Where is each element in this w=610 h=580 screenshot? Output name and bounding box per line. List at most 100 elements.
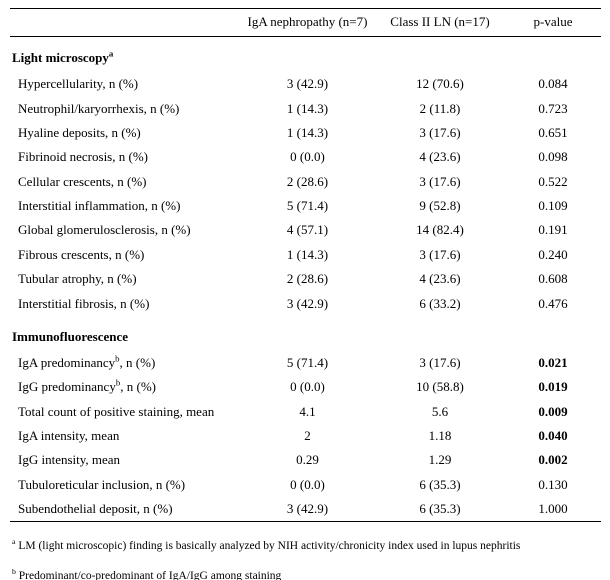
row-label: Tubular atrophy, n (%): [18, 271, 137, 287]
table-header: IgA nephropathy (n=7) Class II LN (n=17)…: [10, 9, 601, 37]
ln-value: 6 (35.3): [419, 501, 461, 517]
row-label: Interstitial fibrosis, n (%): [18, 295, 150, 311]
p-value: 0.191: [538, 222, 568, 238]
iga-value: 5 (71.4): [286, 354, 329, 370]
table-row: IgA intensity, mean 2 1.18 0.040: [10, 424, 601, 448]
row-label: Interstitial inflammation, n (%): [18, 198, 181, 214]
p-value: 0.476: [538, 295, 568, 311]
table-row: Neutrophil/karyorrhexis, n (%) 1 (14.3) 2 …: [10, 96, 601, 120]
footnote-a: a LM (light microscopic) finding is basi…: [12, 537, 601, 553]
ln-value: 6 (33.2): [419, 295, 461, 311]
section-title: Light microscopya: [12, 48, 114, 65]
section-header-row: Light microscopya: [10, 37, 601, 73]
table-row: IgG predominancyb, n (%) 0 (0.0) 10 (58.8)…: [10, 375, 601, 399]
iga-value: 0 (0.0): [290, 379, 325, 395]
footnote-a-marker: a: [12, 537, 16, 547]
iga-value: 5 (71.4): [286, 198, 329, 214]
table-row: IgA predominancyb, n (%) 5 (71.4) 3 (17.6)…: [10, 351, 601, 375]
row-label: Hypercellularity, n (%): [18, 76, 139, 92]
column-header-iga: IgA nephropathy (n=7): [247, 14, 368, 29]
ln-value: 3 (17.6): [419, 173, 461, 189]
ln-value: 10 (58.8): [416, 379, 464, 395]
ln-value: 5.6: [431, 403, 449, 419]
ln-value: 6 (35.3): [419, 476, 461, 492]
row-label: Subendothelial deposit, n (%): [18, 501, 173, 517]
p-value: 0.723: [538, 100, 568, 116]
column-header-ln: Class II LN (n=17): [390, 14, 490, 29]
iga-value: 2 (28.6): [286, 173, 329, 189]
ln-value: 1.29: [428, 452, 452, 468]
row-label: Fibrous crescents, n (%): [18, 246, 145, 262]
table-row: Fibrous crescents, n (%) 1 (14.3) 3 (17.6)…: [10, 243, 601, 267]
comparison-table: IgA nephropathy (n=7) Class II LN (n=17)…: [10, 8, 601, 523]
row-label: IgG predominancyb, n (%): [18, 377, 157, 395]
iga-value: 3 (42.9): [286, 295, 329, 311]
table-row: Interstitial inflammation, n (%) 5 (71.4)…: [10, 194, 601, 218]
footnote-b: b Predominant/co-predominant of IgA/IgG …: [12, 566, 601, 580]
footnote-b-text: Predominant/co-predominant of IgA/IgG am…: [15, 569, 282, 580]
footnote-a-text: LM (light microscopic) finding is basica…: [15, 540, 521, 553]
table-row: Hypercellularity, n (%) 3 (42.9) 12 (70.6)…: [10, 72, 601, 96]
header-row: IgA nephropathy (n=7) Class II LN (n=17)…: [10, 9, 601, 37]
p-value: 0.651: [538, 124, 568, 140]
ln-value: 1.18: [428, 428, 452, 444]
footnotes: a LM (light microscopic) finding is basi…: [10, 537, 601, 580]
p-value: 0.130: [538, 476, 568, 492]
row-label: IgA intensity, mean: [18, 428, 120, 444]
iga-value: 2 (28.6): [286, 271, 329, 287]
iga-value: 1 (14.3): [286, 100, 329, 116]
row-label: Global glomerulosclerosis, n (%): [18, 222, 191, 238]
ln-value: 4 (23.6): [419, 149, 461, 165]
ln-value: 3 (17.6): [419, 354, 461, 370]
iga-value: 3 (42.9): [286, 501, 329, 517]
iga-value: 4 (57.1): [286, 222, 329, 238]
p-value: 0.021: [538, 354, 568, 370]
ln-value: 4 (23.6): [419, 271, 461, 287]
iga-value: 1 (14.3): [286, 246, 329, 262]
p-value: 0.608: [538, 271, 568, 287]
table-row: Tubular atrophy, n (%) 2 (28.6) 4 (23.6) 0.…: [10, 267, 601, 291]
iga-value: 0.29: [296, 452, 319, 468]
table-row: Tubuloreticular inclusion, n (%) 0 (0.0) 6…: [10, 473, 601, 497]
table-row: Hyaline deposits, n (%) 1 (14.3) 3 (17.6) 0…: [10, 121, 601, 145]
ln-value: 3 (17.6): [419, 124, 461, 140]
p-value: 0.098: [538, 149, 568, 165]
row-label: IgG intensity, mean: [18, 452, 121, 468]
row-label: Total count of positive staining, mean: [18, 403, 215, 419]
iga-value: 4.1: [299, 403, 316, 419]
row-label: Neutrophil/karyorrhexis, n (%): [18, 100, 180, 116]
table-row: Interstitial fibrosis, n (%) 3 (42.9) 6 (3…: [10, 291, 601, 315]
iga-value: 0 (0.0): [290, 149, 325, 165]
row-label: Cellular crescents, n (%): [18, 173, 147, 189]
column-header-pvalue: p-value: [533, 14, 573, 29]
p-value: 0.002: [538, 452, 568, 468]
table-row: Fibrinoid necrosis, n (%) 0 (0.0) 4 (23.6)…: [10, 145, 601, 169]
p-value: 1.000: [538, 501, 568, 517]
p-value: 0.109: [538, 198, 568, 214]
table-body: Light microscopya Hypercellularity, n (%)…: [10, 37, 601, 522]
table-row: Subendothelial deposit, n (%) 3 (42.9) 6 (…: [10, 497, 601, 522]
p-value: 0.240: [538, 246, 568, 262]
section-title: Immunofluorescence: [12, 328, 129, 344]
row-label: IgA predominancyb, n (%): [18, 353, 156, 370]
table-row: IgG intensity, mean 0.29 1.29 0.002: [10, 448, 601, 472]
ln-value: 9 (52.8): [419, 198, 461, 214]
p-value: 0.084: [538, 76, 568, 92]
row-label: Hyaline deposits, n (%): [18, 124, 141, 140]
p-value: 0.009: [538, 403, 568, 419]
ln-value: 2 (11.8): [419, 100, 461, 116]
p-value: 0.019: [538, 379, 568, 395]
row-label: Fibrinoid necrosis, n (%): [18, 149, 148, 165]
p-value: 0.522: [538, 173, 568, 189]
corner-cell: [10, 9, 240, 37]
p-value: 0.040: [538, 428, 568, 444]
table-row: Total count of positive staining, mean 4.…: [10, 400, 601, 424]
ln-value: 14 (82.4): [416, 222, 464, 238]
footnote-b-marker: b: [12, 566, 16, 576]
section-header-row: Immunofluorescence: [10, 316, 601, 351]
row-label: Tubuloreticular inclusion, n (%): [18, 476, 186, 492]
ln-value: 12 (70.6): [416, 76, 464, 92]
iga-value: 1 (14.3): [286, 124, 329, 140]
ln-value: 3 (17.6): [419, 246, 461, 262]
